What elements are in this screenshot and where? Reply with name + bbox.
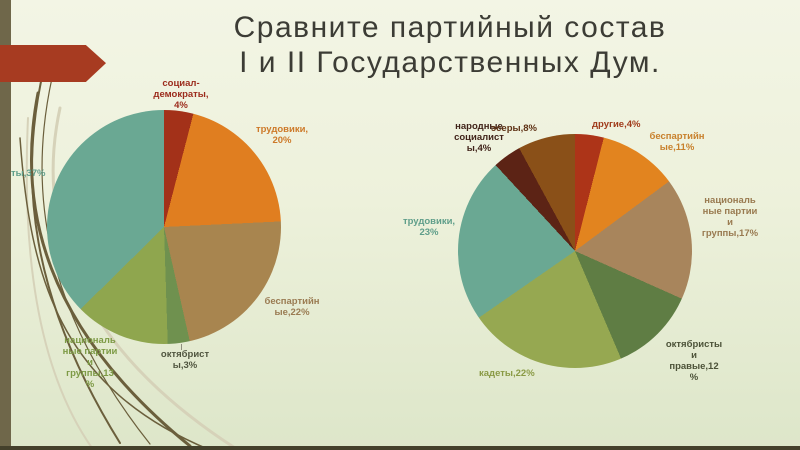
pie2-label-bespartiynye: беспартийн ые,11% bbox=[649, 131, 705, 153]
pie2-label-narodnye-socialisty: народные социалист ы,4% bbox=[454, 121, 504, 154]
slide-title-line-1: Сравните партийный состав bbox=[233, 11, 667, 44]
pie2-label-kadety: кадеты,22% bbox=[479, 368, 535, 379]
pie2-label-trudoviki: трудовики, 23% bbox=[402, 216, 456, 238]
swirl-line bbox=[29, 91, 192, 448]
pie1-label-national-parties: националь ные партии и группы,13 % bbox=[62, 335, 118, 390]
pie1-label-leader-line bbox=[181, 344, 182, 350]
pie1-label-trudoviki: трудовики, 20% bbox=[255, 124, 309, 146]
pie1-label-oktyabristy: октябрист ы,3% bbox=[160, 349, 210, 371]
pie-chart-first-duma bbox=[47, 110, 281, 344]
slide-title: Сравните партийный состав I и II Государ… bbox=[150, 10, 750, 80]
pie2-label-drugie: другие,4% bbox=[592, 119, 641, 130]
pie2-label-esery: эсеры,8% bbox=[491, 123, 537, 134]
pie2-label-oktyabristy-pravye: октябристы и правые,12 % bbox=[665, 339, 723, 383]
bottom-edge-strip bbox=[0, 446, 800, 450]
slide-title-line-2: I и II Государственных Дум. bbox=[239, 46, 661, 79]
pie1-label-bespartiynye: беспартийн ые,22% bbox=[264, 296, 320, 318]
swirl-line bbox=[25, 117, 93, 449]
pie1-label-kadety-clipped: ты,37% bbox=[11, 168, 46, 179]
arrow-banner-decoration bbox=[0, 45, 106, 82]
swirl-line bbox=[19, 137, 211, 450]
pie1-label-social-democrats: социал- демократы, 4% bbox=[153, 78, 209, 111]
swirl-decoration bbox=[19, 67, 237, 450]
pie-chart-second-duma bbox=[458, 134, 692, 368]
pie2-label-national-parties: националь ные партии и группы,17% bbox=[701, 195, 759, 239]
left-accent-bar bbox=[0, 0, 11, 450]
